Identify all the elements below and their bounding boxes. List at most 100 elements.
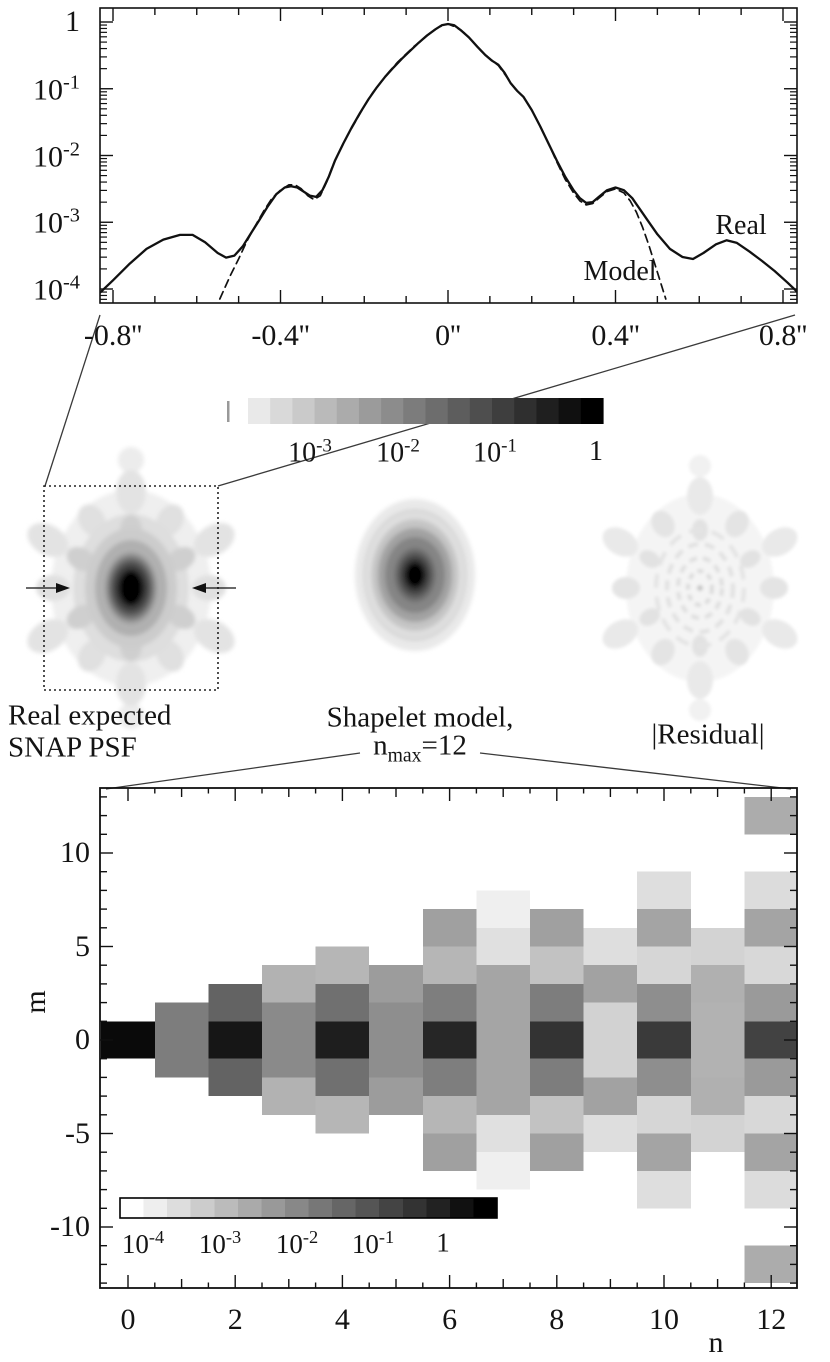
heatmap-cell-n10-m-2: [637, 1058, 691, 1097]
heatmap-colorbar-tick-0: 10-4: [121, 1227, 165, 1259]
heatmap-cell-n6-m6: [422, 909, 477, 947]
top-plot-x-tick-1: -0.4'': [251, 319, 310, 352]
heatmap-cell-n10-m2: [637, 983, 691, 1022]
heatmap-x-tick-4: 8: [549, 1303, 565, 1336]
top-plot-x-tick-4: 0.8'': [758, 319, 808, 352]
heatmap-x-tick-0: 0: [120, 1303, 136, 1336]
shapelet-model-image: [355, 499, 475, 651]
heatmap-cell-n9-m-3: [583, 1077, 638, 1115]
heatmap-cell-n10-m-8: [637, 1170, 691, 1209]
heatmap-cell-n12-m-6: [744, 1133, 797, 1171]
heatmap-cell-n12-m2: [744, 983, 797, 1022]
callout-line-0: [44, 314, 101, 487]
heatmap-cell-n11-m-1: [690, 1040, 745, 1078]
heatmap-cell-n11-m3: [690, 965, 745, 1003]
heatmap-cell-n10-m4: [637, 946, 691, 984]
heatmap-cell-n5-m1: [369, 1002, 423, 1040]
heatmap-cell-n7-m3: [476, 965, 530, 1003]
left-arrow-icon: [56, 583, 70, 593]
heatmap-y-tick-1: 5: [75, 929, 90, 963]
heatmap-cell-n10-m6: [637, 909, 691, 947]
heatmap-cell-n3-m3: [262, 965, 316, 1003]
heatmap-cell-n7-m-3: [476, 1077, 530, 1115]
heatmap-y-tick-2: 0: [75, 1023, 90, 1056]
model-curve-label: Model: [583, 256, 657, 287]
heatmap-cell-n12-m-4: [744, 1096, 797, 1134]
heatmap-cell-n8-m-6: [530, 1133, 584, 1171]
heatmap-cell-n2-m-2: [208, 1058, 262, 1097]
heatmap-cell-n1-m1: [154, 1002, 209, 1040]
heatmap-cell-n4-m0: [315, 1021, 370, 1059]
heatmap-cell-n12-m8: [744, 871, 797, 910]
heatmap-colorbar-tick-3: 10-1: [351, 1227, 395, 1259]
heatmap-x-tick-3: 6: [442, 1303, 458, 1336]
heatmap-cell-n2-m0: [208, 1021, 262, 1059]
heatmap-cell-n12-m4: [744, 946, 797, 984]
middle-colorbar-tick-0: 10-3: [288, 435, 332, 469]
heatmap-cell-n10-m-6: [637, 1133, 691, 1171]
top-plot-y-tick-0: 1: [65, 5, 80, 38]
heatmap-cell-n6-m2: [422, 983, 477, 1022]
callout-line-3: [479, 752, 792, 790]
heatmap-cell-n3-m-1: [262, 1040, 316, 1078]
heatmap-cell-n12-m-8: [744, 1170, 797, 1209]
heatmap-cell-n9-m1: [583, 1002, 638, 1040]
heatmap-colorbar-tick-1: 10-3: [198, 1227, 242, 1259]
heatmap-cell-n9-m-1: [583, 1040, 638, 1078]
heatmap-x-axis-title: n: [708, 1326, 724, 1359]
nmax-sub: max: [387, 744, 422, 767]
heatmap-y-tick-0: 10: [60, 836, 90, 869]
top-plot-x-tick-3: 0.4'': [591, 319, 640, 352]
caption-real-psf-line2: SNAP PSF: [8, 731, 137, 764]
heatmap-cell-n12-m-2: [744, 1058, 797, 1097]
heatmap-x-tick-6: 12: [756, 1303, 787, 1336]
heatmap-cell-n3-m-3: [262, 1077, 316, 1115]
heatmap-cells: [101, 796, 797, 1284]
heatmap-cell-n8-m0: [530, 1021, 584, 1059]
heatmap-cell-n8-m2: [530, 983, 584, 1022]
heatmap-y-tick-4: -10: [50, 1210, 90, 1243]
heatmap-cell-n1-m-1: [154, 1040, 209, 1078]
curve-model: [218, 23, 667, 300]
heatmap-cell-n11-m-3: [690, 1077, 745, 1115]
nmax-n: n: [373, 729, 388, 762]
heatmap-colorbar-tick-4: 1: [436, 1227, 450, 1258]
heatmap-cell-n5-m-3: [369, 1077, 423, 1115]
heatmap-cell-n11-m5: [690, 927, 745, 966]
heatmap-cell-n7-m7: [476, 890, 530, 928]
heatmap-cell-n7-m-1: [476, 1040, 530, 1078]
top-plot-y-tick-1: 10-1: [33, 71, 80, 107]
heatmap-cell-n6-m-2: [422, 1058, 477, 1097]
heatmap-cell-n12-m12: [744, 796, 797, 835]
caption-nmax: nmax=12: [373, 729, 467, 767]
heatmap-y-tick-3: -5: [65, 1116, 90, 1150]
heatmap-cell-n6-m-4: [422, 1096, 477, 1134]
real-curve-label: Real: [715, 210, 767, 241]
heatmap-x-tick-5: 10: [649, 1303, 679, 1336]
middle-colorbar-tick-2: 10-1: [473, 435, 517, 469]
callout-line-2: [105, 752, 361, 790]
middle-colorbar-tick-3: 1: [589, 436, 603, 467]
real-psf-image: [27, 447, 235, 729]
heatmap-cell-n10-m-4: [637, 1096, 691, 1134]
curve-real: [100, 22, 797, 294]
heatmap-cell-n10-m8: [637, 871, 691, 910]
top-plot-y-tick-3: 10-3: [33, 204, 80, 240]
heatmap-cell-n10-m0: [637, 1021, 691, 1059]
heatmap-cell-n11-m1: [690, 1002, 745, 1040]
heatmap-cell-n9-m-5: [583, 1114, 638, 1153]
heatmap-cell-n5-m-1: [369, 1040, 423, 1078]
heatmap-cell-n6-m-6: [422, 1133, 477, 1171]
heatmap-cell-n4-m4: [315, 946, 370, 984]
middle-colorbar-tick-1: 10-2: [376, 435, 420, 469]
heatmap-cell-n4-m-2: [315, 1058, 370, 1097]
top-plot-x-tick-0: -0.8'': [83, 319, 143, 352]
heatmap-cell-n8-m4: [530, 946, 584, 984]
heatmap-cell-n12-m6: [744, 909, 797, 947]
heatmap-colorbar-border: [119, 1197, 498, 1219]
top-plot-y-tick-4: 10-4: [33, 271, 80, 307]
caption-residual: |Residual|: [651, 718, 765, 751]
heatmap-cell-n8-m-2: [530, 1058, 584, 1097]
residual-image: [602, 455, 798, 721]
